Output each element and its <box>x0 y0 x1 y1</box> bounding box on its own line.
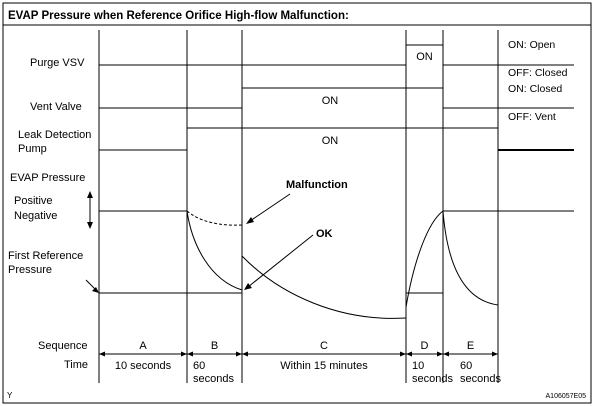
evap-pressure-area: EVAP Pressure Positive Negative First Re… <box>8 172 574 319</box>
first-ref-arrowhead <box>92 287 99 293</box>
sequence-row: Sequence A B C D E <box>38 340 474 352</box>
purge-vsv-label: Purge VSV <box>30 57 85 69</box>
leak-pump-label-line1: Leak Detection <box>18 129 91 141</box>
time-dimension-arrows <box>99 351 498 357</box>
malfunction-arrowhead <box>246 217 254 224</box>
phase-boundaries <box>98 30 499 383</box>
time-a-text: 10 seconds <box>115 360 172 372</box>
vent-valve-label: Vent Valve <box>30 101 82 113</box>
phase-b-label: B <box>211 340 218 352</box>
first-ref-label-line2: Pressure <box>8 264 52 276</box>
negative-label: Negative <box>14 210 57 222</box>
vent-valve-row: Vent Valve ON ON: Closed OFF: Vent <box>30 83 574 123</box>
time-d-text-line1: 10 <box>412 360 424 372</box>
time-b-text-line2: seconds <box>193 373 234 385</box>
vent-valve-signal <box>99 87 574 109</box>
sequence-label: Sequence <box>38 340 88 352</box>
pos-neg-double-arrow <box>87 191 93 229</box>
ok-arrowhead <box>244 283 252 290</box>
malfunction-annotation: Malfunction <box>286 179 348 191</box>
malfunction-leader <box>249 193 291 222</box>
leak-pump-label-line2: Pump <box>18 143 47 155</box>
time-e-text-line1: 60 <box>460 360 472 372</box>
diagram-title: EVAP Pressure when Reference Orifice Hig… <box>8 10 349 22</box>
time-b-text-line1: 60 <box>193 360 205 372</box>
time-e-text-line2: seconds <box>460 373 501 385</box>
phase-a-label: A <box>139 340 147 352</box>
evap-curve-e <box>442 210 499 306</box>
time-c-text: Within 15 minutes <box>280 360 368 372</box>
leak-pump-on-label: ON <box>322 135 339 147</box>
evap-pressure-label: EVAP Pressure <box>10 172 85 184</box>
purge-vsv-on-label: ON <box>416 51 433 63</box>
time-label: Time <box>64 359 88 371</box>
purge-vsv-signal <box>99 44 574 66</box>
evap-curve-d <box>405 210 444 308</box>
phase-c-label: C <box>320 340 328 352</box>
footer-left-mark: Y <box>7 391 13 400</box>
vent-valve-legend-off: OFF: Vent <box>508 111 556 123</box>
purge-vsv-legend-off: OFF: Closed <box>508 67 568 79</box>
ok-leader <box>247 234 314 288</box>
ok-annotation: OK <box>316 228 333 240</box>
first-ref-label-line1: First Reference <box>8 250 83 262</box>
time-d-text-line2: seconds <box>412 373 453 385</box>
purge-vsv-row: Purge VSV ON ON: Open OFF: Closed <box>30 39 574 79</box>
vent-valve-legend-on: ON: Closed <box>508 83 562 95</box>
figure-id: A106057E05 <box>546 393 587 400</box>
phase-e-label: E <box>467 340 474 352</box>
leak-pump-row: Leak Detection Pump ON <box>18 127 574 155</box>
purge-vsv-legend-on: ON: Open <box>508 39 555 51</box>
phase-d-label: D <box>421 340 429 352</box>
positive-label: Positive <box>14 195 53 207</box>
time-row: Time 10 seconds 60 seconds Within 15 min… <box>64 351 501 385</box>
evap-curve-c <box>241 255 407 319</box>
malfunction-curve <box>186 210 243 226</box>
ok-curve-b <box>186 210 243 291</box>
vent-valve-on-label: ON <box>322 95 339 107</box>
